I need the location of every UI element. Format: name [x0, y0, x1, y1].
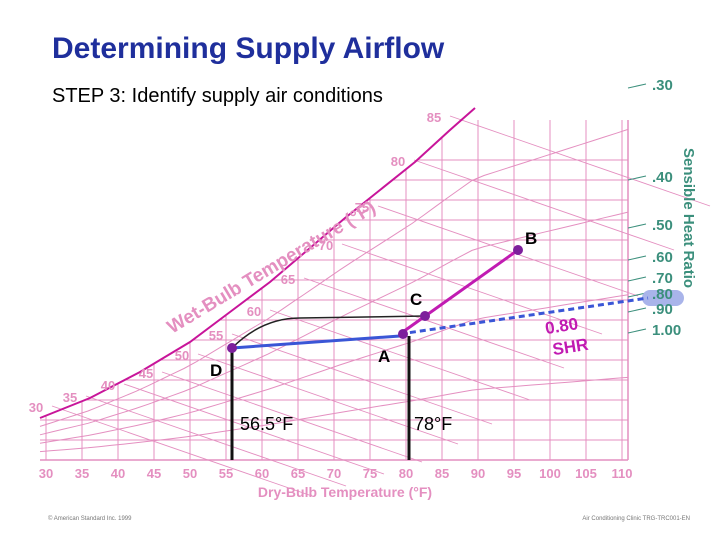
shr-reference-line: [399, 296, 649, 336]
point-c-label: C: [410, 290, 422, 309]
shr-line-unit: SHR: [551, 335, 589, 359]
wet-bulb-value-label: 30: [29, 400, 43, 415]
dry-bulb-tick-label: 85: [435, 466, 449, 481]
shr-value-label: .70: [652, 270, 673, 287]
point-a-label: A: [378, 347, 390, 366]
shr-labels: .30 .40 .50 .60 .70.80.90 1.00: [652, 77, 681, 339]
rh-curve: [39, 294, 629, 444]
shr-ticks: [627, 83, 647, 334]
wet-bulb-value-label: 40: [101, 378, 115, 393]
saturation-curve: [39, 107, 476, 419]
shr-value-label: .40: [652, 169, 673, 186]
point-a: [398, 329, 408, 339]
point-d: [227, 343, 237, 353]
wet-bulb-value-label: 45: [139, 366, 153, 381]
wet-bulb-line: [231, 333, 493, 425]
dry-bulb-tick-label: 35: [75, 466, 89, 481]
wet-bulb-line: [123, 383, 385, 475]
shr-value-label: .80: [652, 286, 673, 303]
shr-tick: [627, 223, 647, 229]
dry-bulb-tick-label: 50: [183, 466, 197, 481]
dry-bulb-tick-label: 45: [147, 466, 161, 481]
supply-air-line: [231, 334, 401, 350]
dry-bulb-axis-label: Dry-Bulb Temperature (°F): [258, 484, 432, 500]
shr-tick: [627, 292, 647, 298]
wet-bulb-line: [303, 277, 565, 369]
point-c: [420, 311, 430, 321]
dry-bulb-tick-label: 110: [612, 466, 633, 481]
dry-bulb-tick-label: 75: [363, 466, 377, 481]
wet-bulb-labels: 30 35 40 45 50 55 60 65 70 75 80 85: [29, 110, 441, 415]
dry-bulb-tick-label: 55: [219, 466, 233, 481]
dry-bulb-tick-label: 40: [111, 466, 125, 481]
shr-value-label: .90: [652, 301, 673, 318]
shr-tick: [627, 83, 647, 89]
wet-bulb-value-label: 65: [281, 272, 295, 287]
dry-bulb-tick-label: 70: [327, 466, 341, 481]
wet-bulb-value-label: 60: [247, 304, 261, 319]
shr-value-label: .60: [652, 249, 673, 266]
shr-value-label: .30: [652, 77, 673, 94]
wet-bulb-value-label: 80: [391, 154, 405, 169]
wet-bulb-line: [197, 353, 459, 445]
relative-humidity-curves: [39, 128, 629, 453]
process-line-ab: [399, 248, 519, 336]
wet-bulb-value-label: 50: [175, 348, 189, 363]
wet-bulb-line: [341, 243, 603, 335]
dry-bulb-tick-label: 65: [291, 466, 305, 481]
dry-bulb-tick-label: 80: [399, 466, 413, 481]
slide-title: Determining Supply Airflow: [52, 32, 445, 65]
shr-line-value: 0.80: [544, 314, 580, 338]
wet-bulb-value-label: 35: [63, 390, 77, 405]
wet-bulb-line: [449, 115, 711, 207]
rh-curve: [39, 211, 629, 436]
wet-bulb-lines: [51, 115, 711, 497]
wet-bulb-value-label: 70: [319, 238, 333, 253]
dry-bulb-tick-label: 60: [255, 466, 269, 481]
wet-bulb-value-label: 55: [209, 328, 223, 343]
course-reference: Air Conditioning Clinic TRG-TRC001-EN: [582, 516, 690, 522]
wet-bulb-line: [161, 371, 423, 463]
dry-bulb-tick-label: 30: [39, 466, 53, 481]
wet-bulb-line: [413, 159, 675, 251]
shr-tick: [627, 276, 647, 282]
wet-bulb-value-label: 75: [355, 200, 369, 215]
dry-bulb-tick-label: 100: [539, 466, 561, 481]
shr-tick: [627, 255, 647, 261]
shr-tick: [627, 307, 647, 313]
copyright: © American Standard Inc. 1999: [48, 516, 132, 522]
dry-bulb-tick-label: 90: [471, 466, 485, 481]
room-temp-label: 78°F: [414, 414, 452, 434]
shr-highlight: [642, 290, 684, 306]
shr-value-label: .50: [652, 217, 673, 234]
wet-bulb-value-label: 85: [427, 110, 441, 125]
supply-temp-label: 56.5°F: [240, 414, 293, 434]
point-b-label: B: [525, 229, 537, 248]
point-b: [513, 245, 523, 255]
dry-bulb-tick-label: 105: [575, 466, 597, 481]
dry-bulb-tick-labels: 30 35 40 45 50 55 60 65 70 75 80 85 90 95 100 105 110: [39, 466, 633, 481]
point-d-label: D: [210, 361, 222, 380]
shr-tick: [627, 175, 647, 181]
rh-curve: [39, 128, 629, 427]
dry-bulb-tick-label: 95: [507, 466, 521, 481]
step-subtitle: STEP 3: Identify supply air conditions: [52, 85, 383, 107]
wet-bulb-line: [377, 205, 639, 297]
wet-bulb-line: [269, 309, 531, 401]
shr-value-label: 1.00: [652, 322, 681, 339]
wet-bulb-supply-line: [231, 315, 426, 349]
dry-bulb-grid: [45, 120, 623, 460]
shr-tick: [627, 328, 647, 334]
shr-axis-label: Sensible Heat Ratio: [680, 148, 697, 288]
rh-curve: [39, 376, 629, 453]
